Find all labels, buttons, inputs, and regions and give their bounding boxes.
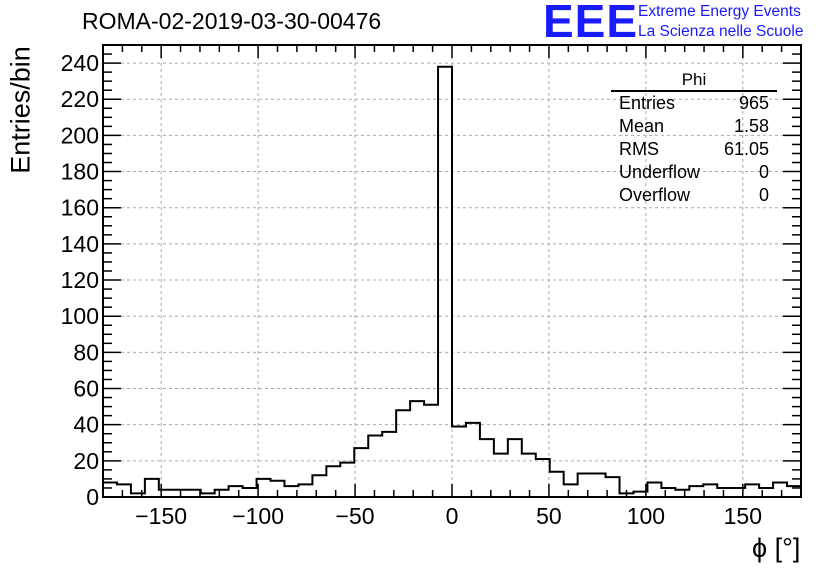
x-tick-label: −50 (336, 503, 375, 529)
stats-title: Phi (611, 70, 777, 92)
y-tick-label: 100 (61, 303, 99, 329)
stats-row-entries: Entries 965 (611, 92, 777, 115)
stats-row-overflow: Overflow 0 (611, 184, 777, 207)
y-tick-label: 240 (61, 50, 99, 76)
y-tick-label: 120 (61, 267, 99, 293)
stats-label: RMS (619, 139, 659, 159)
stats-box: Phi Entries 965 Mean 1.58 RMS 61.05 Unde… (611, 70, 777, 207)
stats-label: Overflow (619, 185, 691, 205)
x-tick-label: 100 (627, 503, 665, 529)
x-axis-label: ϕ [°] (752, 533, 801, 563)
y-tick-label: 40 (73, 412, 99, 438)
stats-label: Underflow (619, 162, 701, 182)
axis-ticks (103, 45, 801, 498)
stats-value: 0 (758, 185, 769, 205)
y-tick-label: 220 (61, 86, 99, 112)
chart-title: ROMA-02-2019-03-30-00476 (82, 8, 382, 34)
y-tick-label: 200 (61, 122, 99, 148)
y-tick-label: 180 (61, 159, 99, 185)
y-tick-label: 0 (86, 484, 99, 510)
stats-row-underflow: Underflow 0 (611, 161, 777, 184)
y-tick-label: 140 (61, 231, 99, 257)
stats-value: 965 (738, 93, 769, 113)
logo-line-2: La Scienza nelle Scuole (638, 23, 804, 40)
stats-value: 1.58 (733, 116, 769, 136)
x-tick-label: 50 (536, 503, 562, 529)
logo-line-1: Extreme Energy Events (638, 3, 801, 20)
histogram-line (103, 65, 801, 495)
y-tick-label: 80 (73, 339, 99, 365)
x-tick-label: 0 (446, 503, 459, 529)
stats-row-rms: RMS 61.05 (611, 138, 777, 161)
x-tick-label: 150 (724, 503, 762, 529)
stats-label: Mean (619, 116, 665, 136)
y-tick-label: 60 (73, 376, 99, 402)
tick-labels: −150 −100 −50 0 50 100 150 0 20 40 60 80 100 120 140 16… (61, 50, 762, 529)
stats-row-mean: Mean 1.58 (611, 115, 777, 138)
eee-logo: EEE (543, 0, 639, 47)
y-tick-label: 20 (73, 448, 99, 474)
x-tick-label: −150 (135, 503, 187, 529)
y-axis-label: Entries/bin (5, 46, 36, 174)
y-tick-label: 160 (61, 195, 99, 221)
x-tick-label: −100 (232, 503, 284, 529)
stats-value: 0 (758, 162, 769, 182)
logo-text: Extreme Energy Events La Scienza nelle S… (638, 2, 803, 42)
stats-label: Entries (619, 93, 676, 113)
stats-value: 61.05 (723, 139, 769, 159)
